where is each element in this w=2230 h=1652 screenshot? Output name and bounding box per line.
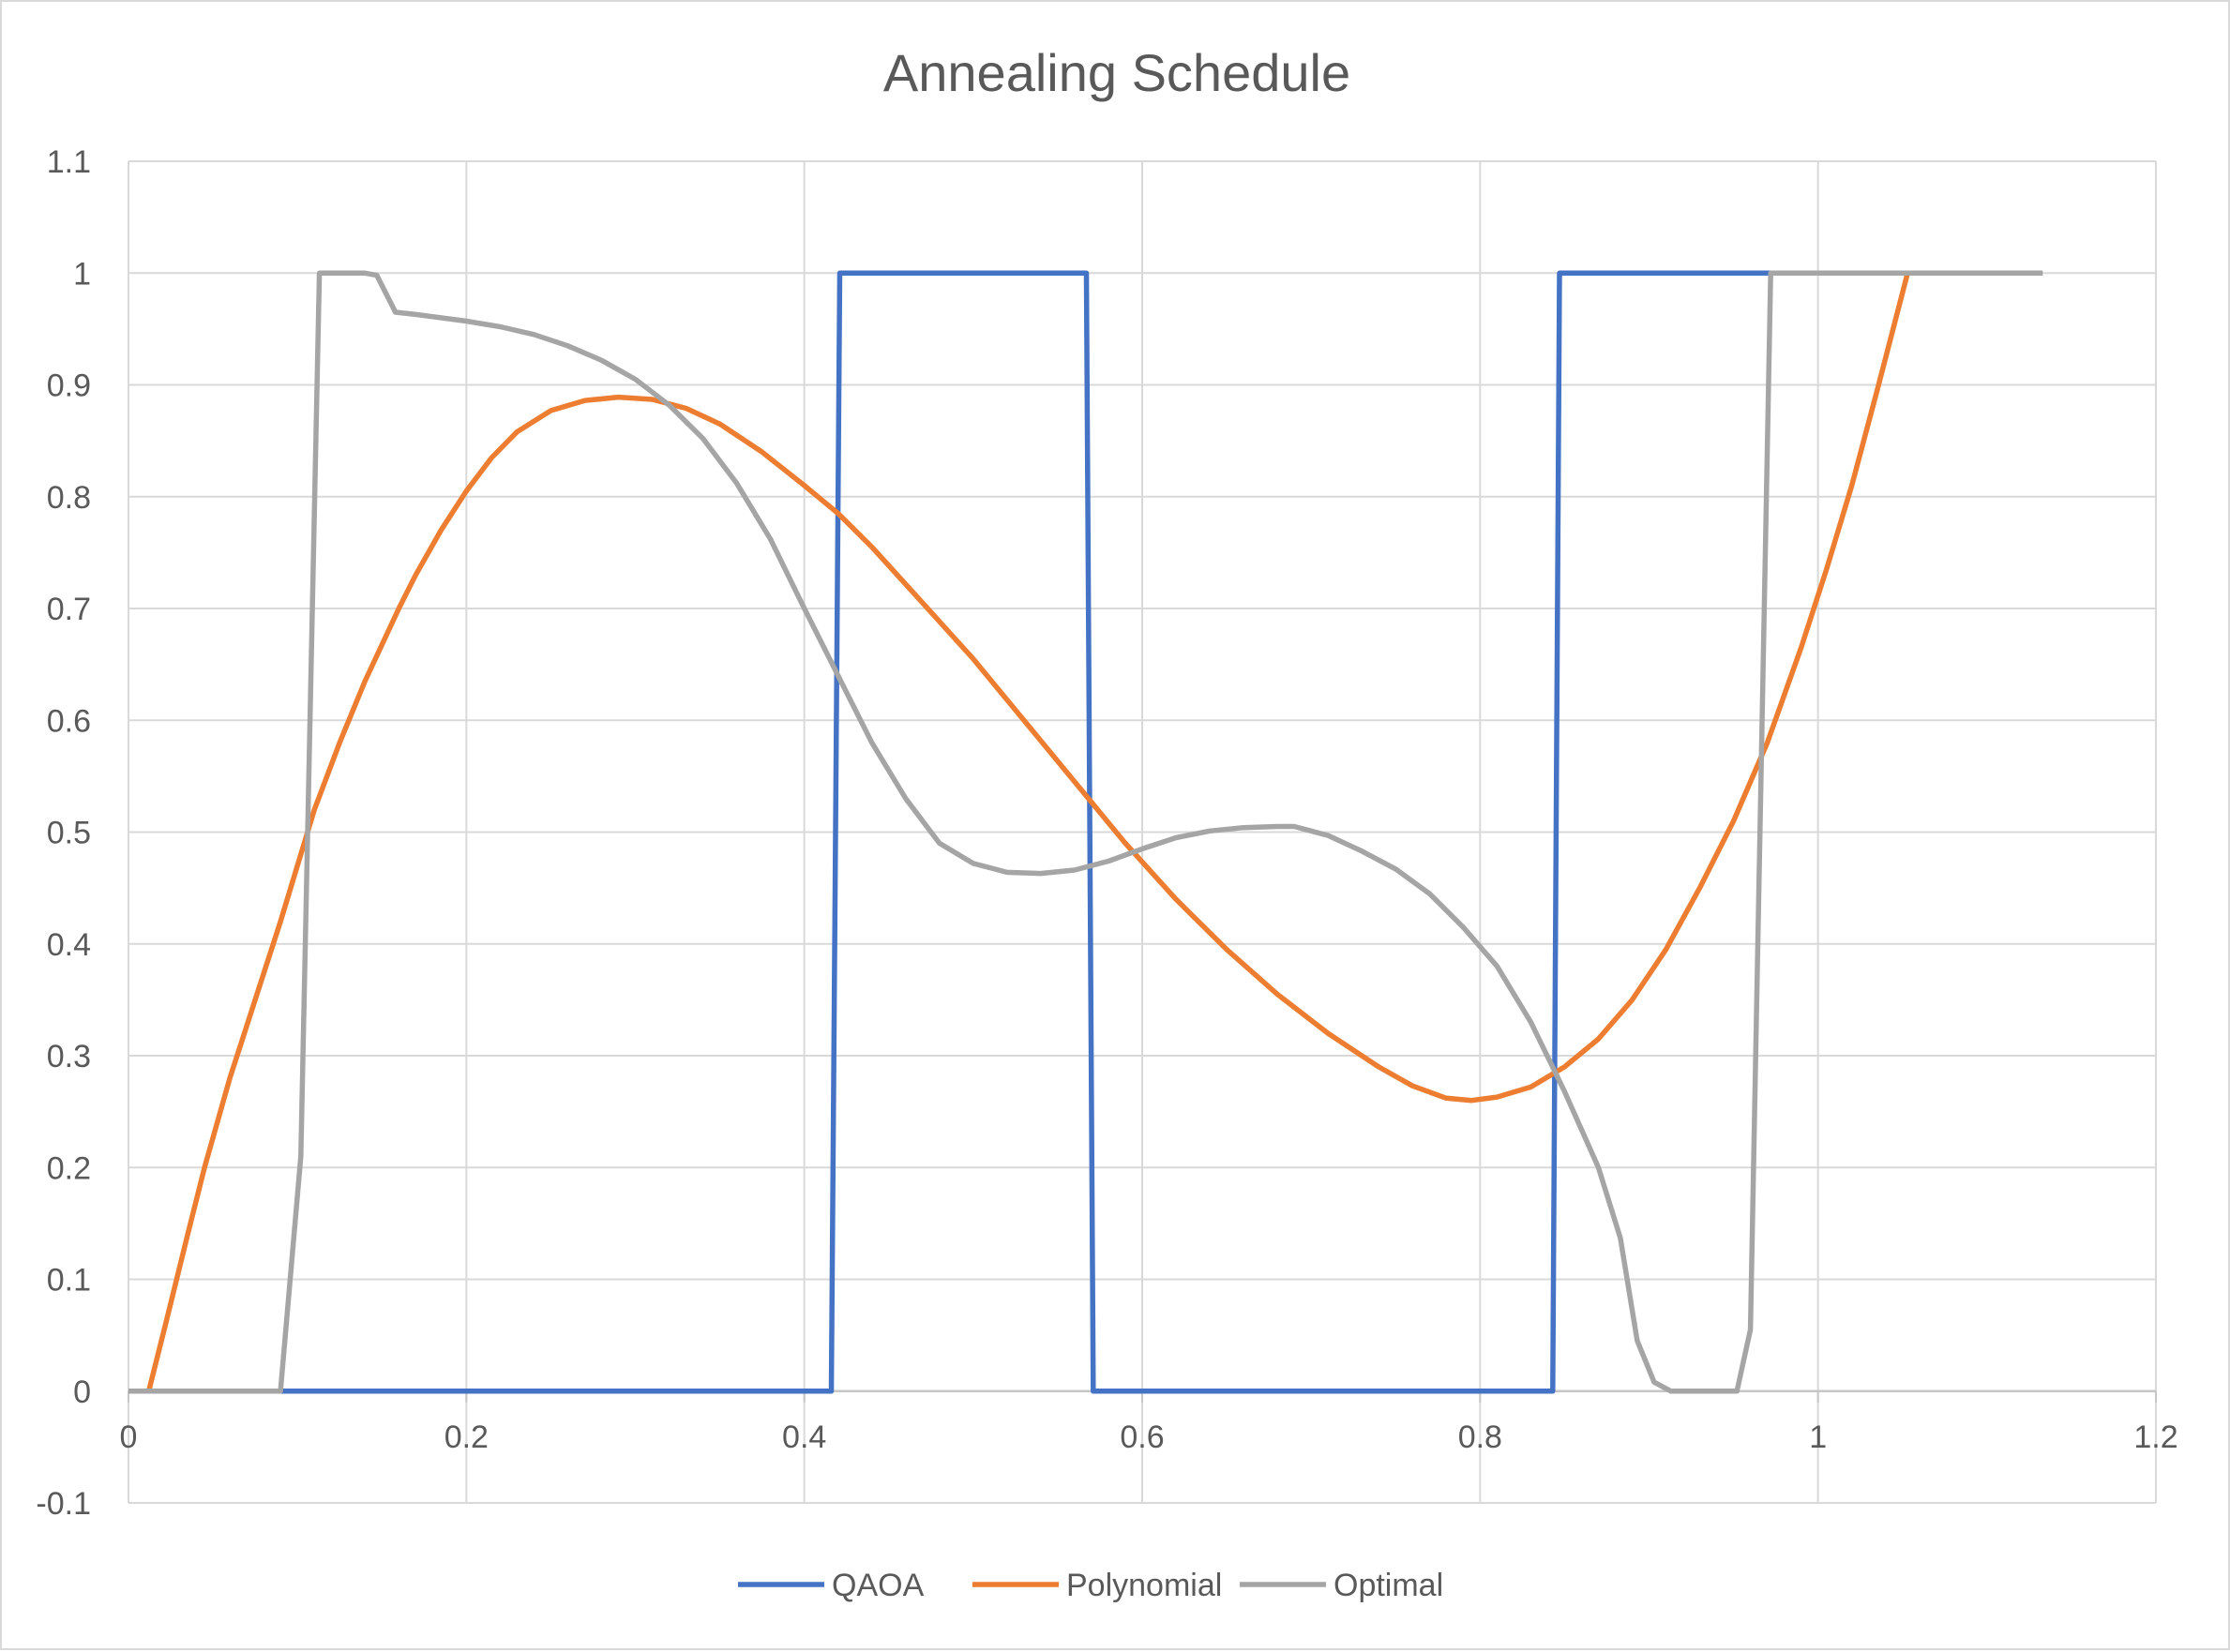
y-tick-label: 0.4 [47, 927, 91, 963]
y-tick-label: 0.3 [47, 1039, 91, 1074]
x-tick-label: 0.6 [1120, 1419, 1164, 1455]
y-tick-label: 0.7 [47, 592, 91, 627]
legend-label-qaoa: QAOA [832, 1568, 925, 1603]
x-tick-label: 1.2 [2133, 1419, 2177, 1455]
chart-title: Annealing Schedule [883, 43, 1350, 102]
series-line-optimal [128, 270, 2043, 1394]
label-layer: 1.1 1 0.9 0.8 0.7 0.6 0.5 0.4 0.3 0.2 0.1 0 -0.1 0 0.2… [36, 144, 2177, 1522]
x-tick-label: 0.2 [444, 1419, 489, 1455]
y-tick-label: 0.5 [47, 816, 91, 851]
y-tick-label: 0 [73, 1374, 91, 1410]
legend-label-optimal: Optimal [1333, 1568, 1443, 1603]
x-tick-label: 0 [120, 1419, 138, 1455]
x-tick-label: 0.4 [782, 1419, 826, 1455]
y-tick-label: 1.1 [47, 144, 91, 180]
x-tick-label: 1 [1809, 1419, 1827, 1455]
series-layer [128, 270, 2043, 1394]
y-tick-label: 1 [73, 256, 91, 292]
y-tick-label: 0.8 [47, 480, 91, 516]
y-tick-label: 0.9 [47, 368, 91, 404]
y-tick-label: 0.6 [47, 703, 91, 739]
y-tick-label: -0.1 [36, 1486, 91, 1522]
series-line-qaoa [128, 270, 1771, 1394]
y-tick-label: 0.2 [47, 1150, 91, 1186]
x-tick-label: 0.8 [1458, 1419, 1502, 1455]
series-line-polynomial [145, 272, 1910, 1392]
legend: QAOA Polynomial Optimal [738, 1568, 1443, 1603]
legend-label-polynomial: Polynomial [1066, 1568, 1222, 1603]
y-tick-label: 0.1 [47, 1263, 91, 1299]
grid-layer [128, 160, 2157, 1504]
